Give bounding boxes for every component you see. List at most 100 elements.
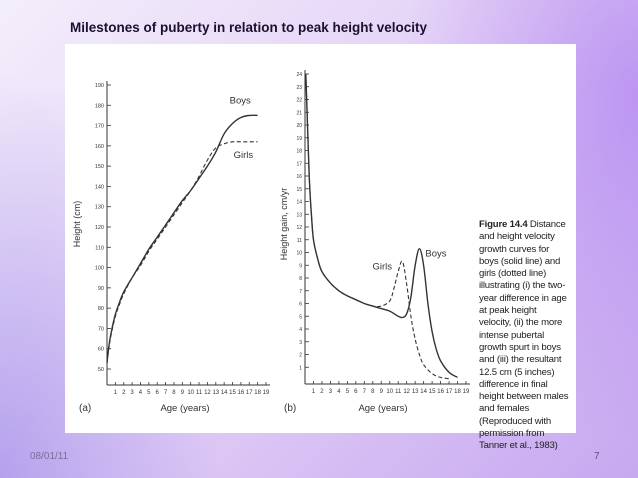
x-tick-label: 14: [420, 389, 427, 395]
y-tick-label: 4: [299, 327, 302, 333]
y-tick-label: 17: [296, 161, 302, 167]
x-tick-label: 1: [312, 389, 316, 395]
slide-page-number: 7: [594, 451, 600, 462]
y-tick-label: 24: [296, 72, 302, 78]
series-line-boys: [305, 73, 458, 379]
y-tick-label: 2: [299, 353, 302, 359]
y-tick-label: 80: [98, 306, 104, 312]
x-tick-label: 2: [122, 390, 126, 396]
series-label-boys: Boys: [425, 249, 446, 260]
y-tick-label: 11: [297, 238, 302, 244]
growth-charts: 5060708090100110120130140150160170180190…: [72, 70, 470, 414]
x-tick-label: 11: [395, 389, 402, 395]
y-tick-label: 3: [299, 340, 302, 346]
y-axis-label: Height gain, cm/yr: [279, 188, 289, 261]
y-tick-label: 7: [299, 289, 302, 295]
figure-panel: 50 60 70 80 90 100 110 120 130 140 150 160 170 180 190…: [65, 44, 576, 451]
x-tick-label: 4: [337, 389, 341, 395]
y-tick-label: 180: [95, 103, 104, 109]
series-label-girls: Girls: [372, 261, 392, 272]
y-tick-label: 1: [299, 365, 302, 371]
chart-panel-a: 5060708090100110120130140150160170180190…: [72, 81, 270, 414]
x-tick-label: 13: [412, 389, 419, 395]
y-tick-label: 110: [95, 245, 104, 251]
y-tick-label: 5: [299, 314, 302, 320]
caption-body: Distance and height velocity growth curv…: [479, 219, 569, 452]
x-tick-label: 12: [403, 389, 410, 395]
y-tick-label: 23: [296, 85, 302, 91]
y-tick-label: 8: [299, 276, 302, 282]
x-tick-label: 17: [446, 389, 453, 395]
y-tick-label: 18: [296, 149, 302, 155]
x-tick-label: 13: [212, 390, 219, 396]
series-line-boys: [106, 114, 258, 363]
y-tick-label: 10: [296, 251, 302, 257]
y-tick-label: 50: [98, 367, 104, 373]
x-tick-label: 19: [463, 389, 470, 395]
y-tick-label: 160: [95, 144, 104, 150]
y-tick-label: 140: [95, 184, 104, 190]
x-tick-label: 19: [263, 390, 270, 396]
x-tick-label: 10: [386, 389, 393, 395]
caption-title: Figure 14.4: [479, 219, 528, 230]
y-tick-label: 190: [95, 83, 104, 89]
x-tick-label: 1: [114, 390, 118, 396]
figure-caption: Figure 14.4 Distance and height velocity…: [479, 219, 571, 453]
y-tick-label: 15: [296, 187, 302, 193]
panel-label: (a): [79, 403, 91, 414]
x-tick-label: 3: [130, 390, 134, 396]
panel-label: (b): [284, 403, 296, 414]
y-axis-label: Height (cm): [72, 201, 82, 248]
y-tick-label: 6: [299, 302, 302, 308]
x-tick-label: 5: [346, 389, 350, 395]
x-tick-label: 3: [329, 389, 333, 395]
chart-panel-b: 1234567891011121314151617181920212223241…: [279, 70, 470, 414]
x-tick-label: 18: [454, 389, 461, 395]
y-tick-label: 13: [296, 212, 302, 218]
y-tick-label: 16: [296, 174, 302, 180]
x-tick-label: 2: [320, 389, 324, 395]
series-line-girls: [106, 141, 258, 363]
y-tick-label: 19: [296, 136, 302, 142]
y-tick-label: 150: [95, 164, 104, 170]
x-axis-label: Age (years): [358, 403, 407, 414]
series-line-girls: [305, 73, 450, 380]
x-tick-label: 7: [164, 390, 168, 396]
x-tick-label: 9: [380, 389, 384, 395]
series-label-girls: Girls: [234, 150, 254, 161]
y-tick-label: 12: [296, 225, 302, 231]
x-tick-label: 14: [221, 390, 228, 396]
x-tick-label: 9: [181, 390, 185, 396]
y-tick-label: 100: [95, 266, 104, 272]
x-tick-label: 15: [229, 390, 236, 396]
y-tick-label: 130: [95, 205, 104, 211]
x-tick-label: 18: [254, 390, 261, 396]
x-tick-label: 12: [204, 390, 211, 396]
x-tick-label: 11: [196, 390, 203, 396]
y-tick-label: 21: [296, 110, 302, 116]
slide-title: Milestones of puberty in relation to pea…: [70, 20, 428, 35]
x-tick-label: 4: [139, 390, 143, 396]
x-tick-label: 7: [363, 389, 367, 395]
x-tick-label: 8: [172, 390, 176, 396]
x-tick-label: 6: [354, 389, 358, 395]
x-tick-label: 17: [246, 390, 253, 396]
x-tick-label: 10: [187, 390, 194, 396]
series-label-boys: Boys: [230, 95, 251, 106]
y-tick-label: 22: [296, 98, 302, 104]
slide-date: 08/01/11: [30, 451, 69, 462]
x-tick-label: 16: [437, 389, 444, 395]
x-tick-label: 15: [429, 389, 436, 395]
y-tick-label: 170: [95, 124, 104, 130]
x-axis-label: Age (years): [160, 403, 209, 414]
x-tick-label: 16: [238, 390, 245, 396]
y-tick-label: 90: [98, 286, 104, 292]
y-tick-label: 9: [299, 263, 302, 269]
y-tick-label: 70: [98, 326, 104, 332]
y-tick-label: 14: [296, 200, 302, 206]
x-tick-label: 6: [156, 390, 160, 396]
y-tick-label: 20: [296, 123, 302, 129]
y-tick-label: 120: [95, 225, 104, 231]
x-tick-label: 5: [147, 390, 151, 396]
y-tick-label: 60: [98, 347, 104, 353]
